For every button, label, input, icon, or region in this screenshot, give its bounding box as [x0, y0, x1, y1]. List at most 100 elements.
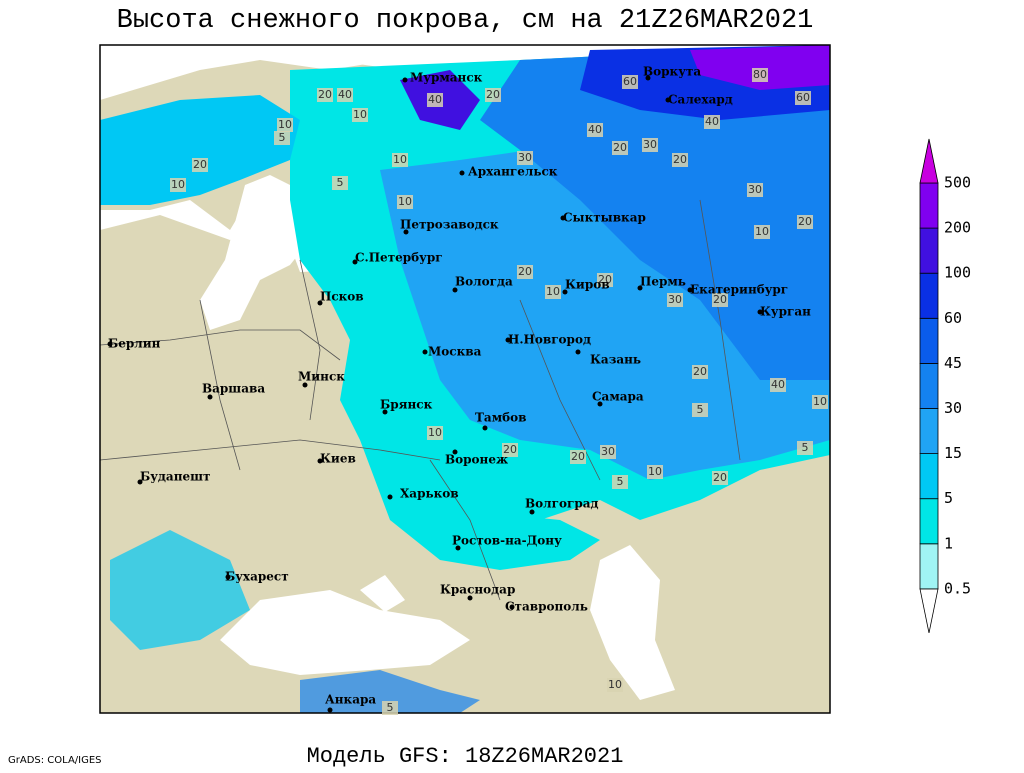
- contour-label: 20: [713, 293, 727, 306]
- contour-label: 80: [753, 68, 767, 81]
- contour-label: 20: [673, 153, 687, 166]
- city-dot: [452, 449, 458, 455]
- city-dot: [327, 707, 333, 713]
- contour-label: 10: [428, 426, 442, 439]
- contour-label-box: [587, 123, 603, 137]
- colorbar-label: 100: [944, 264, 971, 282]
- contour-label-box: [517, 151, 533, 165]
- contour-label-box: [747, 183, 763, 197]
- contour-label-box: [612, 141, 628, 155]
- contour-label-box: [797, 215, 813, 229]
- contour-label-box: [642, 138, 658, 152]
- contour-label-box: [812, 395, 828, 409]
- city-label: Москва: [428, 345, 482, 359]
- contour-label: 10: [755, 225, 769, 238]
- credit: GrADS: COLA/IGES: [8, 755, 102, 766]
- contour-label: 5: [387, 701, 394, 714]
- city-label: Будапешт: [140, 470, 210, 484]
- contour-label: 40: [705, 115, 719, 128]
- city-label: Ставрополь: [505, 600, 588, 614]
- contour-label-box: [692, 365, 708, 379]
- city-dot: [137, 479, 143, 485]
- contour-label: 20: [693, 365, 707, 378]
- contour-label-box: [667, 293, 683, 307]
- city-label: Пермь: [640, 275, 686, 289]
- city-label: Н.Новгород: [508, 333, 591, 347]
- contour-label-box: [597, 273, 613, 287]
- contour-label-box: [274, 131, 290, 145]
- contour-label-box: [517, 265, 533, 279]
- contour-label: 40: [428, 93, 442, 106]
- contour-label-box: [607, 678, 623, 692]
- city-dot: [467, 595, 473, 601]
- colorbar-band: [919, 227, 939, 274]
- city-label: Казань: [590, 353, 641, 367]
- contour-label: 20: [798, 215, 812, 228]
- city-label: Псков: [320, 290, 364, 304]
- colorbar-label: 1: [944, 534, 953, 552]
- city-dot: [529, 509, 535, 515]
- city-label: Анкара: [325, 693, 376, 707]
- contour-label: 20: [571, 450, 585, 463]
- city-label: Варшава: [202, 382, 265, 396]
- city-label: Тамбов: [475, 411, 526, 425]
- contour-label-box: [397, 195, 413, 209]
- contour-label: 10: [353, 108, 367, 121]
- city-label: Воронеж: [445, 453, 508, 467]
- contour-label-box: [427, 93, 443, 107]
- footer: Модель GFS: 18Z26MAR2021: [307, 744, 624, 768]
- city-dot: [505, 337, 511, 343]
- colorbar-band: [919, 498, 939, 545]
- colorbar-band: [919, 362, 939, 409]
- colorbar-label: 0.5: [944, 579, 971, 597]
- contour-label: 10: [171, 178, 185, 191]
- city-dot: [665, 97, 671, 103]
- contour-label: 30: [518, 151, 532, 164]
- contour-label-box: [797, 441, 813, 455]
- contour-label: 20: [598, 273, 612, 286]
- city-dot: [757, 309, 763, 315]
- colorbar-label: 30: [944, 399, 962, 417]
- colorbar-label: 45: [944, 354, 962, 372]
- contour-label: 10: [398, 195, 412, 208]
- city-label: Киров: [565, 278, 610, 292]
- contour-label: 20: [613, 141, 627, 154]
- city-dot: [597, 401, 603, 407]
- contour-label: 40: [338, 88, 352, 101]
- contour-label: 20: [503, 443, 517, 456]
- city-label: Курган: [760, 305, 811, 319]
- contour-label-box: [754, 225, 770, 239]
- contour-label-box: [672, 153, 688, 167]
- contour-label: 20: [713, 471, 727, 484]
- contour-label-box: [612, 475, 628, 489]
- city-dot: [387, 494, 393, 500]
- city-dot: [107, 341, 113, 347]
- contour-label: 10: [278, 118, 292, 131]
- city-dot: [562, 289, 568, 295]
- city-label: Минск: [298, 370, 345, 384]
- contour-label: 20: [486, 88, 500, 101]
- city-label: Воркута: [643, 65, 701, 79]
- contour-label-box: [712, 293, 728, 307]
- city-dot: [382, 409, 388, 415]
- city-label: Ростов-на-Дону: [452, 534, 562, 548]
- contour-label: 40: [588, 123, 602, 136]
- contour-label-box: [352, 108, 368, 122]
- contour-label-box: [192, 158, 208, 172]
- contour-label: 30: [601, 445, 615, 458]
- contour-label: 30: [643, 138, 657, 151]
- city-dot: [482, 425, 488, 431]
- contour-label: 40: [771, 378, 785, 391]
- colorbar-high-triangle: [919, 138, 939, 184]
- city-label: Сыктывкар: [563, 211, 646, 225]
- contour-label: 20: [518, 265, 532, 278]
- contour-label: 5: [697, 403, 704, 416]
- city-label: Вологда: [455, 275, 513, 289]
- colorbar-label: 200: [944, 219, 971, 237]
- title: Высота снежного покрова, см на 21Z26MAR2…: [117, 6, 814, 36]
- contour-label-box: [502, 443, 518, 457]
- map: [100, 45, 830, 713]
- city-label: С.Петербург: [355, 251, 443, 265]
- contour-label: 5: [802, 441, 809, 454]
- colorbar-band: [919, 453, 939, 500]
